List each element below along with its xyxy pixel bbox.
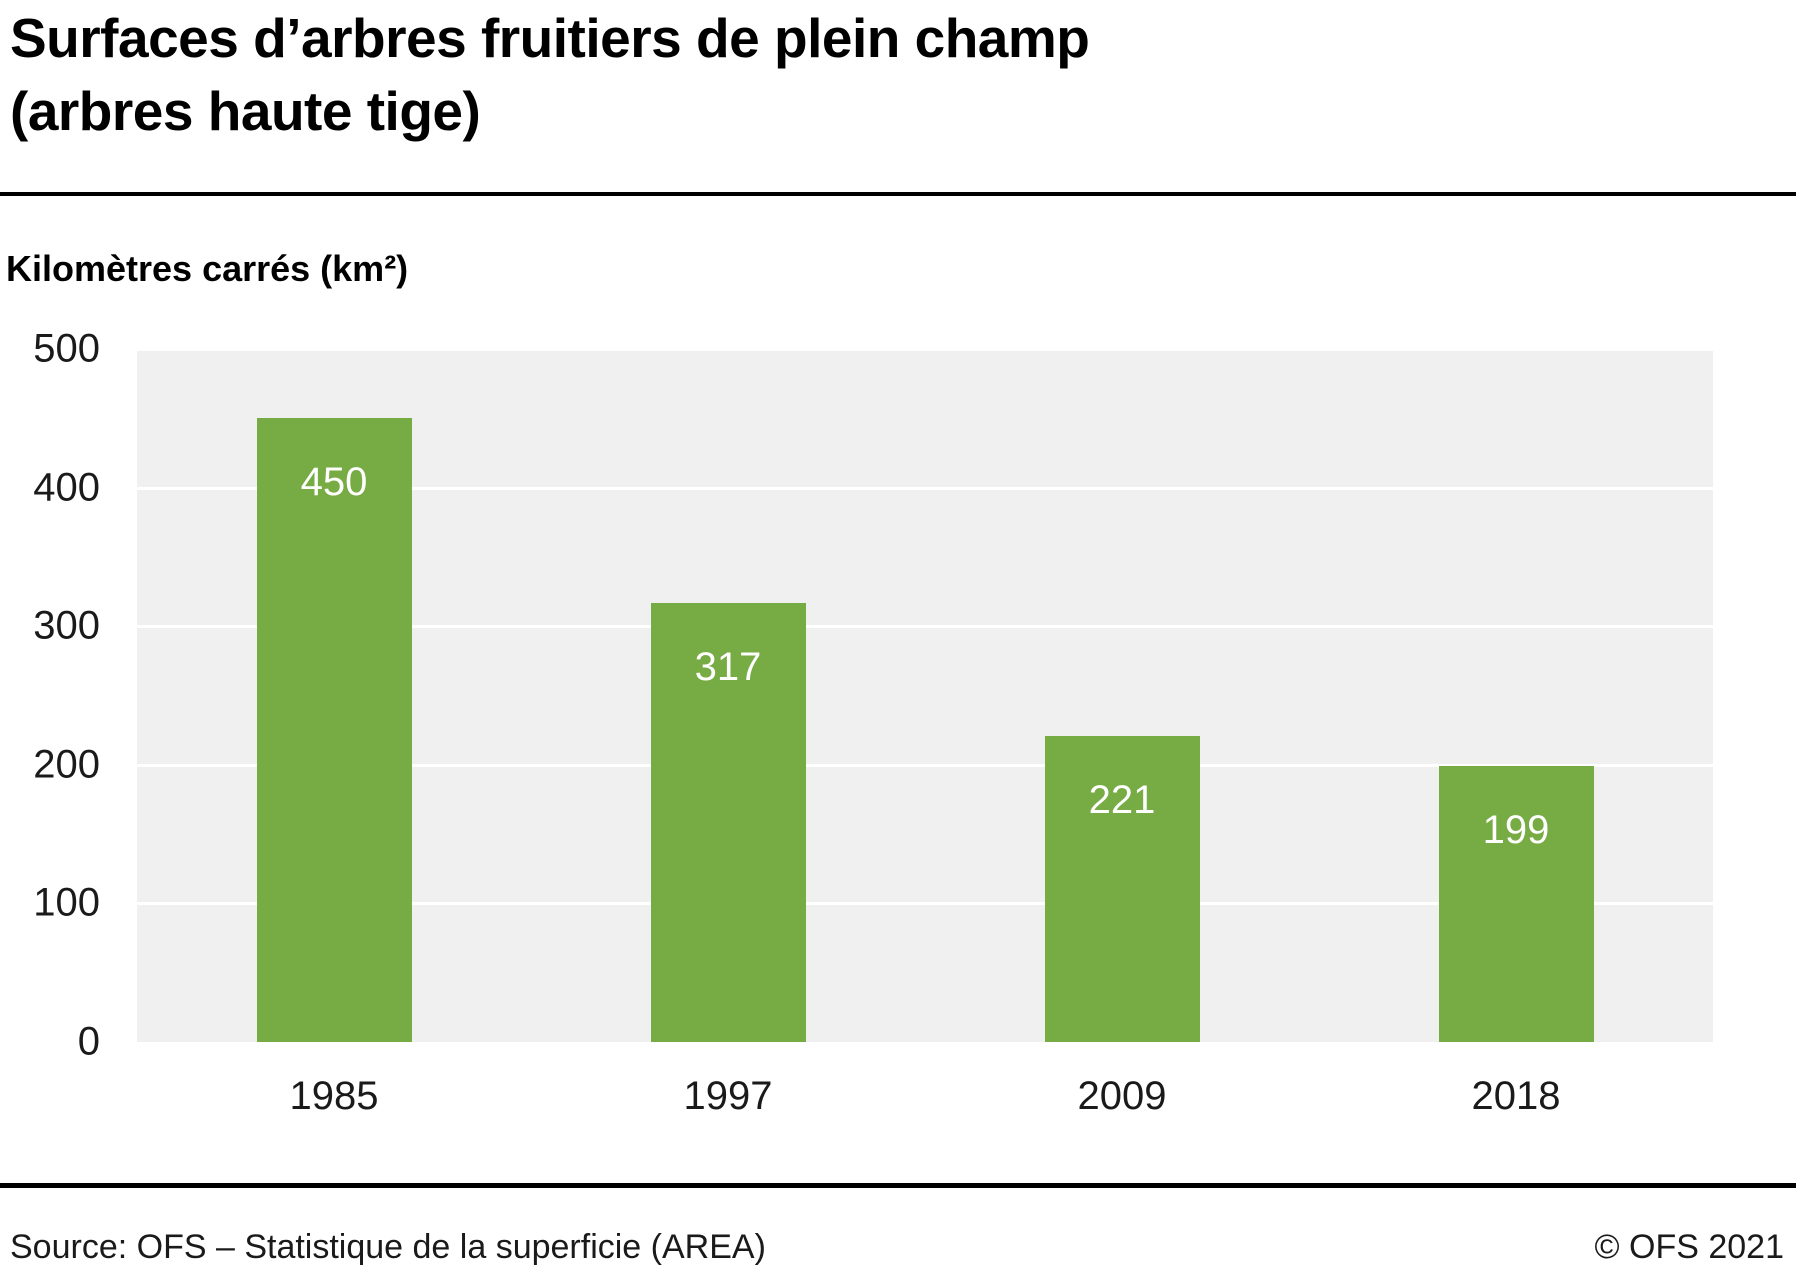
gridline-100 [137, 902, 1713, 906]
y-tick-label-200: 200 [33, 742, 100, 787]
gridline-500 [137, 348, 1713, 351]
bar-value-label-2009: 221 [1088, 777, 1156, 822]
y-axis-tick-labels: 0 100 200 300 400 500 [0, 327, 100, 1064]
plot-area: 450 317 221 199 [137, 348, 1713, 1042]
source-text: Source: OFS – Statistique de la superfic… [10, 1228, 766, 1266]
x-tick-label-2018: 2018 [1471, 1074, 1561, 1118]
bar-2009: 221 [1044, 735, 1200, 1042]
page-title: Surfaces d’arbres fruitiers de plein cha… [10, 2, 1090, 147]
x-tick-label-1985: 1985 [289, 1074, 379, 1118]
gridline-200 [137, 763, 1713, 767]
bar-1985: 450 [256, 418, 412, 1042]
x-tick-label-1997: 1997 [683, 1074, 773, 1118]
bar-value-label-1985: 450 [300, 460, 368, 505]
bar-2018: 199 [1438, 766, 1594, 1042]
y-tick-label-400: 400 [33, 465, 100, 510]
page-title-line1: Surfaces d’arbres fruitiers de plein cha… [10, 7, 1090, 69]
x-axis-labels: 1985 1997 2009 2018 [0, 1074, 1796, 1134]
copyright-text: © OFS 2021 [1594, 1228, 1784, 1266]
x-tick-label-2009: 2009 [1077, 1074, 1167, 1118]
gridline-400 [137, 486, 1713, 490]
bar-1997: 317 [650, 602, 806, 1042]
page-title-line2: (arbres haute tige) [10, 79, 481, 142]
gridline-300 [137, 625, 1713, 629]
bar-value-label-2018: 199 [1482, 808, 1550, 853]
footer: Source: OFS – Statistique de la superfic… [0, 1228, 1796, 1274]
y-tick-label-500: 500 [33, 326, 100, 371]
y-tick-label-300: 300 [33, 603, 100, 648]
title-divider-rule [0, 192, 1796, 196]
y-tick-label-0: 0 [77, 1019, 100, 1064]
footer-divider-rule [0, 1183, 1796, 1188]
bar-chart: 0 100 200 300 400 500 450 317 221 199 1985 1997 20… [0, 327, 1796, 1149]
y-tick-label-100: 100 [33, 880, 100, 925]
y-axis-unit-label: Kilomètres carrés (km²) [6, 248, 409, 289]
bar-value-label-1997: 317 [694, 644, 762, 689]
